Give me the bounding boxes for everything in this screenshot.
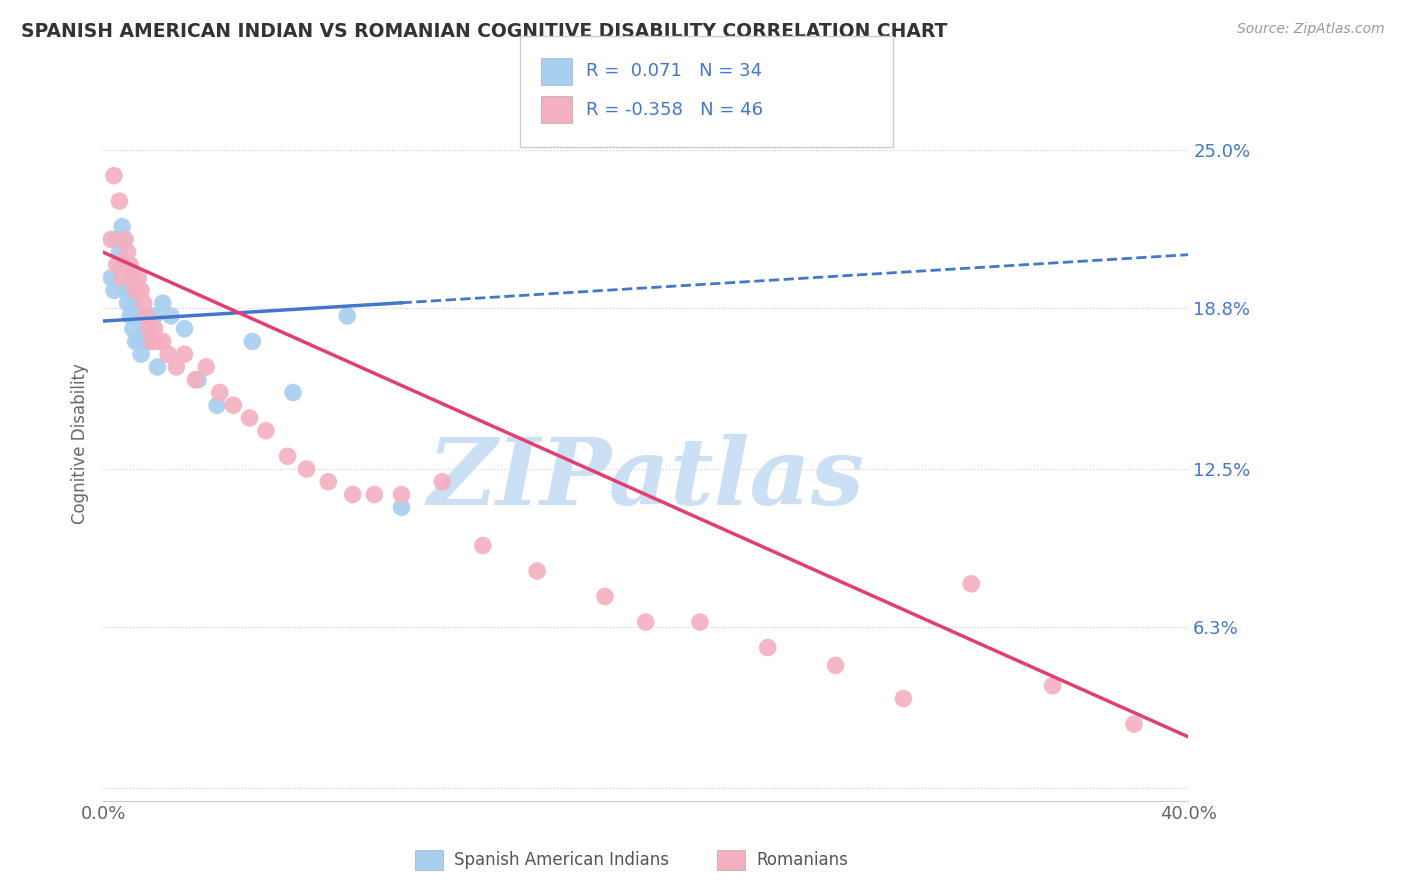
Point <box>593 590 616 604</box>
Point <box>157 347 180 361</box>
Point <box>111 258 134 272</box>
Point <box>173 347 195 361</box>
Point <box>756 640 779 655</box>
Point <box>295 462 318 476</box>
Point <box>132 296 155 310</box>
Point <box>173 321 195 335</box>
Point <box>391 500 413 515</box>
Point <box>105 258 128 272</box>
Point <box>240 334 263 349</box>
Point <box>152 334 174 349</box>
Point <box>138 321 160 335</box>
Point <box>141 334 163 349</box>
Point <box>316 475 339 489</box>
Point <box>108 245 131 260</box>
Point <box>135 321 157 335</box>
Point <box>100 232 122 246</box>
Point <box>432 475 454 489</box>
Point <box>195 359 218 374</box>
Text: R =  0.071   N = 34: R = 0.071 N = 34 <box>586 62 762 80</box>
Y-axis label: Cognitive Disability: Cognitive Disability <box>72 363 89 524</box>
Point <box>127 309 149 323</box>
Point <box>152 296 174 310</box>
Point <box>526 564 548 578</box>
Point <box>117 245 139 260</box>
Point <box>1042 679 1064 693</box>
Point <box>138 334 160 349</box>
Point <box>132 309 155 323</box>
Point <box>114 232 136 246</box>
Point <box>281 385 304 400</box>
Point <box>129 347 152 361</box>
Point <box>342 487 364 501</box>
Point <box>146 334 169 349</box>
Point <box>689 615 711 629</box>
Point <box>471 539 494 553</box>
Point <box>254 424 277 438</box>
Point <box>125 284 148 298</box>
Text: SPANISH AMERICAN INDIAN VS ROMANIAN COGNITIVE DISABILITY CORRELATION CHART: SPANISH AMERICAN INDIAN VS ROMANIAN COGN… <box>21 22 948 41</box>
Point <box>143 309 166 323</box>
Point <box>117 296 139 310</box>
Point <box>100 270 122 285</box>
Point <box>141 334 163 349</box>
Point <box>239 411 262 425</box>
Point <box>117 284 139 298</box>
Point <box>187 373 209 387</box>
Point <box>634 615 657 629</box>
Point <box>208 385 231 400</box>
Point <box>222 398 245 412</box>
Point <box>205 398 228 412</box>
Point <box>111 270 134 285</box>
Text: Spanish American Indians: Spanish American Indians <box>454 851 669 869</box>
Point <box>120 284 142 298</box>
Point <box>1123 717 1146 731</box>
Point <box>127 334 149 349</box>
Point <box>277 449 299 463</box>
Point <box>160 309 183 323</box>
Point <box>135 309 157 323</box>
Point <box>120 309 142 323</box>
Point <box>122 321 145 335</box>
Point <box>893 691 915 706</box>
Point <box>960 576 983 591</box>
Text: Romanians: Romanians <box>756 851 848 869</box>
Point <box>103 284 125 298</box>
Point <box>143 321 166 335</box>
Point <box>125 309 148 323</box>
Point <box>114 232 136 246</box>
Point <box>184 373 207 387</box>
Point <box>146 359 169 374</box>
Point <box>391 487 413 501</box>
Text: R = -0.358   N = 46: R = -0.358 N = 46 <box>586 101 763 119</box>
Point <box>122 270 145 285</box>
Point <box>125 334 148 349</box>
Text: Source: ZipAtlas.com: Source: ZipAtlas.com <box>1237 22 1385 37</box>
Point <box>122 296 145 310</box>
Text: ZIPatlas: ZIPatlas <box>427 434 865 524</box>
Point <box>108 194 131 209</box>
Point <box>336 309 359 323</box>
Point <box>111 219 134 234</box>
Point <box>103 169 125 183</box>
Point <box>824 658 846 673</box>
Point <box>120 258 142 272</box>
Point <box>165 359 187 374</box>
Point <box>363 487 385 501</box>
Point <box>114 284 136 298</box>
Point <box>105 232 128 246</box>
Point <box>127 270 149 285</box>
Point <box>129 284 152 298</box>
